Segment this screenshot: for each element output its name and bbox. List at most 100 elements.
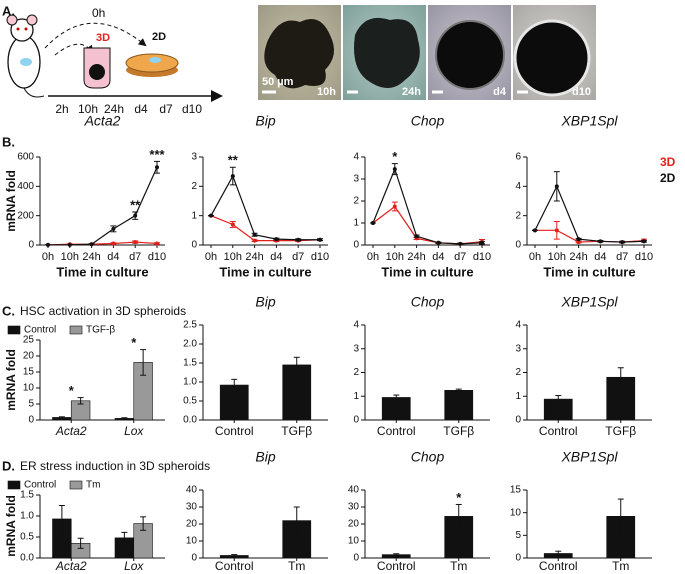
start-label: 0h	[92, 6, 105, 20]
legend-label: Tm	[86, 480, 100, 491]
point	[155, 165, 159, 170]
y-tick-label: 10	[23, 383, 35, 394]
point	[296, 237, 301, 242]
error-bar	[58, 416, 65, 419]
legend-label: 3D	[660, 155, 676, 169]
y-tick-label: 10	[186, 536, 198, 547]
error-bar	[393, 553, 400, 556]
x-tick-label: Acta2	[55, 424, 87, 438]
y-axis-label: mRNA fold	[4, 349, 18, 411]
point	[252, 232, 257, 237]
error-bar	[393, 394, 400, 401]
x-tick-label: Control	[539, 559, 578, 573]
y-tick-label: 6	[515, 152, 521, 163]
x-tick-label: d7	[129, 251, 141, 263]
point	[252, 238, 257, 243]
x-tick-label: 0h	[529, 251, 541, 263]
x-tick-label: Control	[377, 424, 416, 438]
x-tick-label: Control	[215, 559, 254, 573]
point	[458, 241, 463, 246]
error-bar	[121, 417, 128, 420]
y-tick-label: 10	[510, 507, 522, 518]
x-tick-label: d7	[292, 251, 304, 263]
y-tick-label: 3	[515, 343, 521, 354]
x-tick-label: Control	[539, 424, 578, 438]
y-tick-label: 40	[186, 485, 198, 496]
y-tick-label: 1.0	[20, 511, 34, 522]
x-tick-label: TGFβ	[605, 424, 636, 438]
x-tick-label: d4	[270, 251, 282, 263]
point	[133, 213, 138, 218]
x-tick-label: 10h	[548, 251, 566, 263]
micrographs	[258, 5, 596, 100]
y-tick-label: 200	[17, 210, 34, 221]
x-tick-label: 10h	[224, 251, 242, 263]
panel-label: D.	[2, 458, 15, 473]
y-tick-label: 0.5	[183, 396, 197, 407]
significance-mark: *	[392, 149, 398, 164]
image-label: 10h	[317, 86, 336, 98]
x-tick-label: d7	[616, 251, 628, 263]
point	[620, 240, 625, 245]
tube	[83, 47, 111, 89]
x-tick-label: Lox	[124, 559, 144, 573]
panel-label: B.	[2, 134, 15, 149]
point	[318, 237, 322, 242]
point	[414, 234, 419, 239]
y-tick-label: 4	[515, 181, 521, 192]
y-tick-label: 0.0	[183, 415, 197, 426]
significance-mark: **	[130, 197, 141, 212]
point	[480, 240, 484, 245]
legend-swatch	[69, 480, 83, 490]
x-tick-label: Tm	[288, 559, 305, 573]
error-bar	[231, 554, 238, 557]
y-tick-label: 0	[28, 415, 34, 426]
error-bar	[121, 531, 128, 544]
x-tick-label: d7	[454, 251, 466, 263]
label-2d: 2D	[152, 31, 166, 43]
chart-title: Chop	[411, 113, 445, 129]
dish	[125, 53, 179, 77]
point	[230, 222, 235, 227]
point	[209, 213, 213, 218]
x-tick-label: 24h	[407, 251, 425, 263]
error-bar	[77, 397, 84, 405]
point	[230, 174, 235, 179]
timeline-label: d7	[159, 102, 173, 116]
legend-swatch	[69, 325, 83, 335]
y-tick-label: 0	[515, 415, 521, 426]
point	[46, 242, 50, 247]
y-tick-label: 30	[348, 502, 360, 513]
error-bar	[555, 550, 562, 557]
chart-title: Bip	[255, 449, 275, 465]
legend-label: Control	[24, 480, 56, 491]
x-tick-label: d4	[107, 251, 119, 263]
image-label: 24h	[402, 86, 421, 98]
x-axis-label: Time in culture	[381, 264, 473, 279]
y-tick-label: 15	[510, 485, 522, 496]
y-tick-label: 2	[353, 196, 359, 207]
y-tick-label: 10	[348, 536, 360, 547]
y-tick-label: 0	[353, 240, 359, 251]
y-tick-label: 3	[191, 152, 197, 163]
y-tick-label: 2.0	[183, 339, 197, 350]
chart-title: XBP1Spl	[560, 113, 618, 129]
y-tick-label: 20	[186, 519, 198, 530]
point	[436, 240, 441, 245]
error-bar	[617, 498, 624, 535]
timeline-label: 10h	[78, 102, 98, 116]
y-tick-label: 400	[17, 181, 34, 192]
panel-title: HSC activation in 3D spheroids	[20, 304, 186, 318]
x-tick-label: d10	[473, 251, 491, 263]
x-tick-label: Lox	[124, 424, 144, 438]
x-tick-label: Control	[377, 559, 416, 573]
point	[392, 167, 397, 172]
series-line	[534, 184, 645, 243]
error-bar	[617, 367, 624, 388]
y-tick-label: 4	[353, 320, 359, 331]
timeline-label: 24h	[104, 102, 124, 116]
x-tick-label: 24h	[569, 251, 587, 263]
y-tick-label: 4	[353, 152, 359, 163]
series-line	[372, 167, 483, 245]
y-tick-label: 0	[515, 553, 521, 564]
